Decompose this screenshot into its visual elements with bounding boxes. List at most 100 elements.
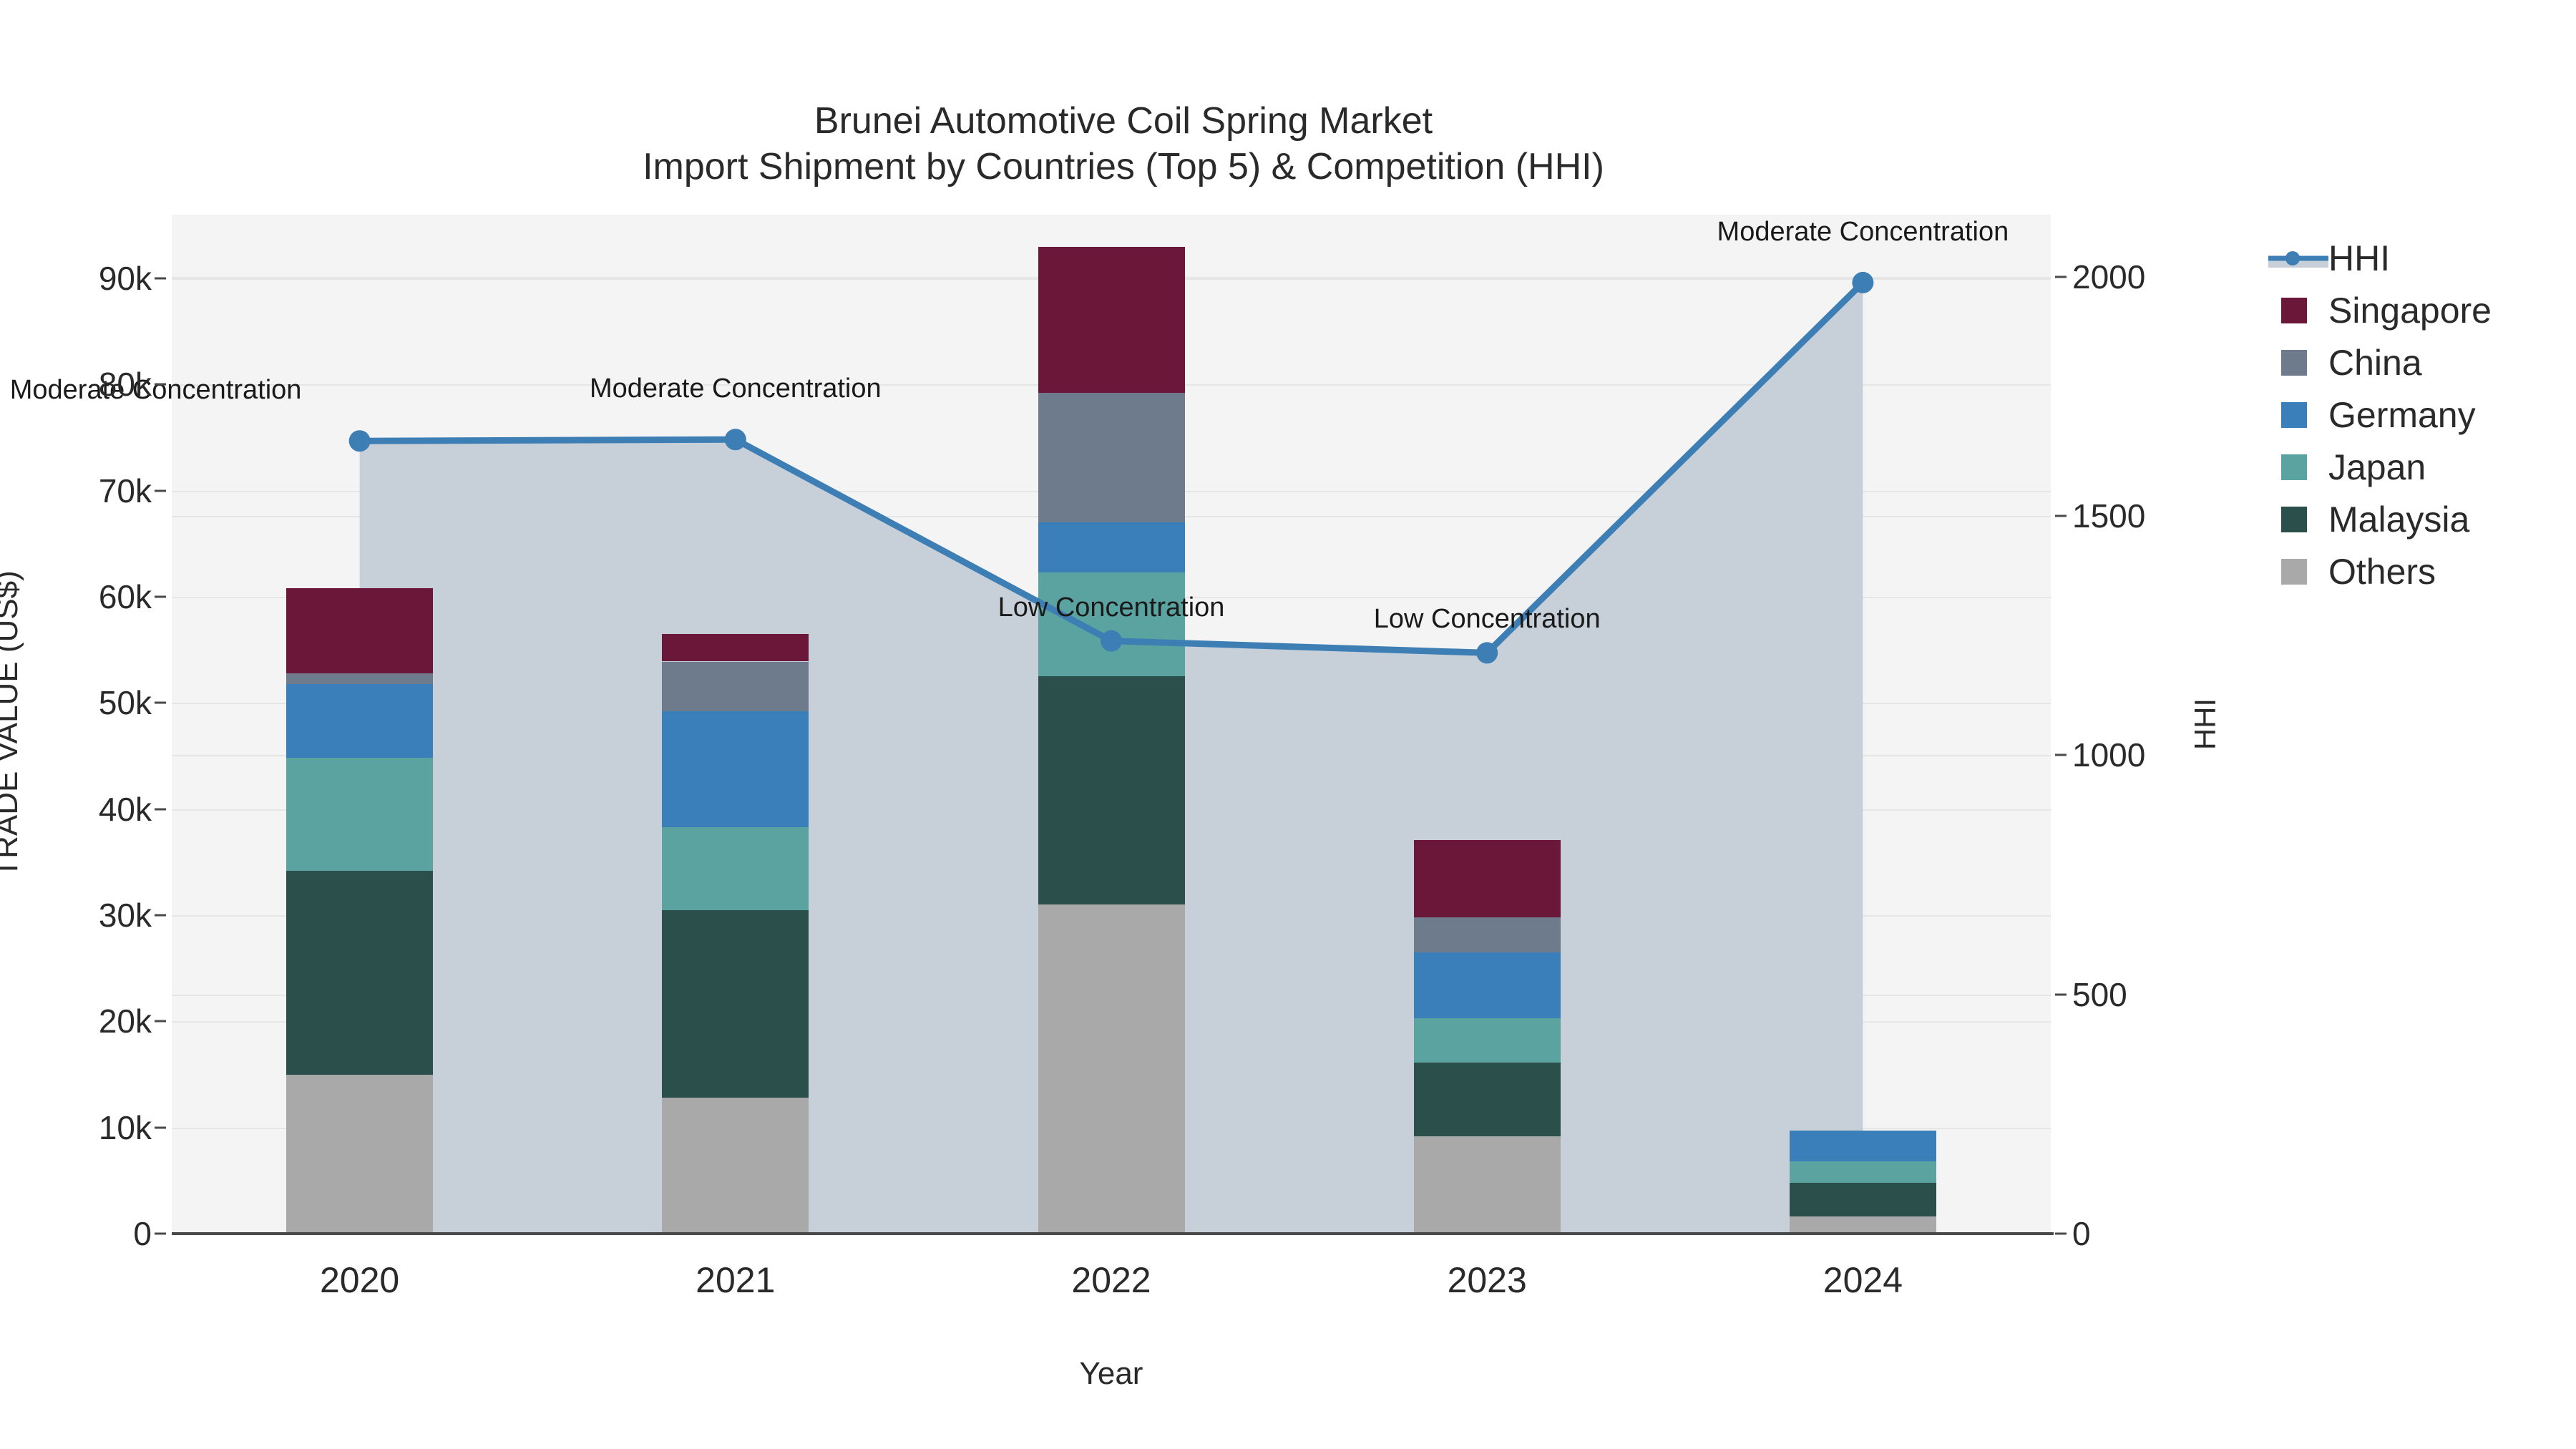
- bar-segment-others-2024[interactable]: [1789, 1216, 1936, 1234]
- bar-group-2021[interactable]: [662, 215, 809, 1234]
- legend-label: Japan: [2328, 447, 2426, 487]
- bar-segment-malaysia-2023[interactable]: [1413, 1063, 1561, 1136]
- bar-segment-japan-2021[interactable]: [662, 826, 809, 910]
- hhi-marker-2024[interactable]: [1852, 271, 1874, 293]
- y-tick-mark-left: [155, 1020, 166, 1023]
- y-tick-label-left: 20k: [98, 1002, 152, 1040]
- bar-segment-singapore-2022[interactable]: [1038, 246, 1185, 394]
- hhi-line-svg: [348, 271, 1874, 664]
- bar-segment-japan-2022[interactable]: [1038, 572, 1185, 677]
- y-tick-label-left: 30k: [98, 897, 152, 934]
- bar-segment-others-2022[interactable]: [1038, 904, 1185, 1234]
- legend-item-others[interactable]: Others: [2268, 550, 2569, 594]
- bar-segment-germany-2022[interactable]: [1038, 522, 1185, 572]
- y-tick-mark-right: [2055, 993, 2067, 996]
- x-tick-label-2022: 2022: [1071, 1260, 1151, 1300]
- bar-segment-germany-2020[interactable]: [286, 683, 434, 758]
- legend-swatch-wrap: [2268, 341, 2328, 385]
- legend-color-swatch: [2281, 559, 2307, 585]
- bar-segment-japan-2023[interactable]: [1413, 1018, 1561, 1063]
- bar-segment-japan-2024[interactable]: [1789, 1161, 1936, 1183]
- legend: HHI Singapore China Germany Japan Malaysia Oth…: [2268, 236, 2569, 602]
- bar-segment-malaysia-2024[interactable]: [1789, 1182, 1936, 1217]
- legend-label: Singapore: [2328, 291, 2492, 331]
- legend-label: Germany: [2328, 395, 2476, 435]
- bar-segment-china-2022[interactable]: [1038, 393, 1185, 523]
- legend-swatch-wrap: [2268, 445, 2328, 489]
- y-tick-mark-right: [2055, 275, 2067, 278]
- hhi-marker-2022[interactable]: [1101, 630, 1122, 652]
- x-tick-label-2020: 2020: [319, 1260, 400, 1300]
- y-axis-right: 0 500 1000 1500 2000: [2054, 0, 2268, 1449]
- legend-color-swatch: [2281, 298, 2307, 323]
- hhi-annotation-2021: Moderate Concentration: [589, 374, 882, 404]
- legend-label: Others: [2328, 552, 2436, 592]
- y-tick-mark-left: [155, 1126, 166, 1129]
- legend-item-germany[interactable]: Germany: [2268, 393, 2569, 437]
- bar-segment-others-2023[interactable]: [1413, 1136, 1561, 1234]
- bar-segment-others-2021[interactable]: [662, 1098, 809, 1234]
- y-tick-label-left: 80k: [98, 366, 152, 404]
- bar-segment-china-2020[interactable]: [286, 673, 434, 684]
- y-tick-label-left: 40k: [98, 790, 152, 828]
- bar-segment-malaysia-2022[interactable]: [1038, 676, 1185, 905]
- y-tick-mark-left: [155, 808, 166, 811]
- x-axis-title: Year: [1079, 1356, 1143, 1391]
- hhi-annotation-2024: Moderate Concentration: [1717, 216, 2009, 247]
- y-tick-label-right: 0: [2072, 1215, 2091, 1252]
- bar-segment-japan-2020[interactable]: [286, 758, 434, 871]
- legend-label: HHI: [2328, 238, 2391, 278]
- chart-title-line2: Import Shipment by Countries (Top 5) & C…: [643, 145, 1604, 187]
- legend-swatch-wrap: [2268, 550, 2328, 594]
- legend-area-swatch: [2268, 260, 2328, 268]
- bar-group-2020[interactable]: [286, 215, 434, 1234]
- hhi-annotation-2023: Low Concentration: [1373, 604, 1601, 635]
- hhi-marker-2020[interactable]: [348, 430, 371, 452]
- bar-segment-singapore-2023[interactable]: [1413, 839, 1561, 917]
- bar-segment-malaysia-2021[interactable]: [662, 909, 809, 1098]
- legend-color-swatch: [2281, 350, 2307, 376]
- y-tick-label-left: 50k: [98, 684, 152, 722]
- y-tick-label-left: 90k: [98, 260, 152, 297]
- x-tick-label-2021: 2021: [696, 1260, 776, 1300]
- legend-swatch-wrap: [2268, 288, 2328, 333]
- legend-item-china[interactable]: China: [2268, 341, 2569, 385]
- y-tick-label-left: 60k: [98, 578, 152, 615]
- x-axis-line: [172, 1232, 2054, 1235]
- bar-segment-china-2023[interactable]: [1413, 917, 1561, 952]
- bar-group-2022[interactable]: [1038, 215, 1185, 1234]
- hhi-marker-2023[interactable]: [1476, 642, 1498, 664]
- y-tick-mark-right: [2055, 753, 2067, 756]
- plot-area: [172, 215, 2051, 1234]
- y-tick-label-left: 10k: [98, 1108, 152, 1146]
- legend-swatch-wrap: [2268, 497, 2328, 542]
- y-tick-mark-right: [2055, 1232, 2067, 1235]
- y-tick-label-right: 1500: [2072, 497, 2146, 535]
- bar-segment-china-2021[interactable]: [662, 661, 809, 712]
- bar-segment-germany-2024[interactable]: [1789, 1131, 1936, 1162]
- bar-segment-germany-2023[interactable]: [1413, 952, 1561, 1018]
- bar-group-2024[interactable]: [1789, 215, 1936, 1234]
- legend-item-malaysia[interactable]: Malaysia: [2268, 497, 2569, 542]
- y-tick-mark-left: [155, 489, 166, 492]
- legend-swatch-wrap: [2268, 236, 2328, 280]
- y-axis-right-title: HHI: [2188, 698, 2222, 751]
- legend-item-japan[interactable]: Japan: [2268, 445, 2569, 489]
- legend-marker-dot: [2285, 251, 2300, 265]
- bar-segment-singapore-2021[interactable]: [662, 633, 809, 662]
- y-axis-left: 0 10k 20k 30k 40k 50k 60k 70k 80k 90k: [0, 0, 169, 1449]
- legend-color-swatch: [2281, 454, 2307, 480]
- y-axis-left-title: TRADE VALUE (US$): [0, 570, 24, 878]
- hhi-marker-2021[interactable]: [724, 429, 746, 451]
- legend-item-hhi[interactable]: HHI: [2268, 236, 2569, 280]
- y-tick-label-right: 500: [2072, 975, 2127, 1013]
- legend-item-singapore[interactable]: Singapore: [2268, 288, 2569, 333]
- x-axis-labels: 2020 2021 2022 2023 2024: [0, 1259, 2576, 1309]
- bar-segment-germany-2021[interactable]: [662, 711, 809, 827]
- bar-segment-malaysia-2020[interactable]: [286, 870, 434, 1075]
- bar-segment-singapore-2020[interactable]: [286, 588, 434, 673]
- y-tick-mark-right: [2055, 514, 2067, 517]
- bar-segment-others-2020[interactable]: [286, 1074, 434, 1234]
- hhi-annotation-2020: Moderate Concentration: [9, 375, 302, 406]
- bar-group-2023[interactable]: [1413, 215, 1561, 1234]
